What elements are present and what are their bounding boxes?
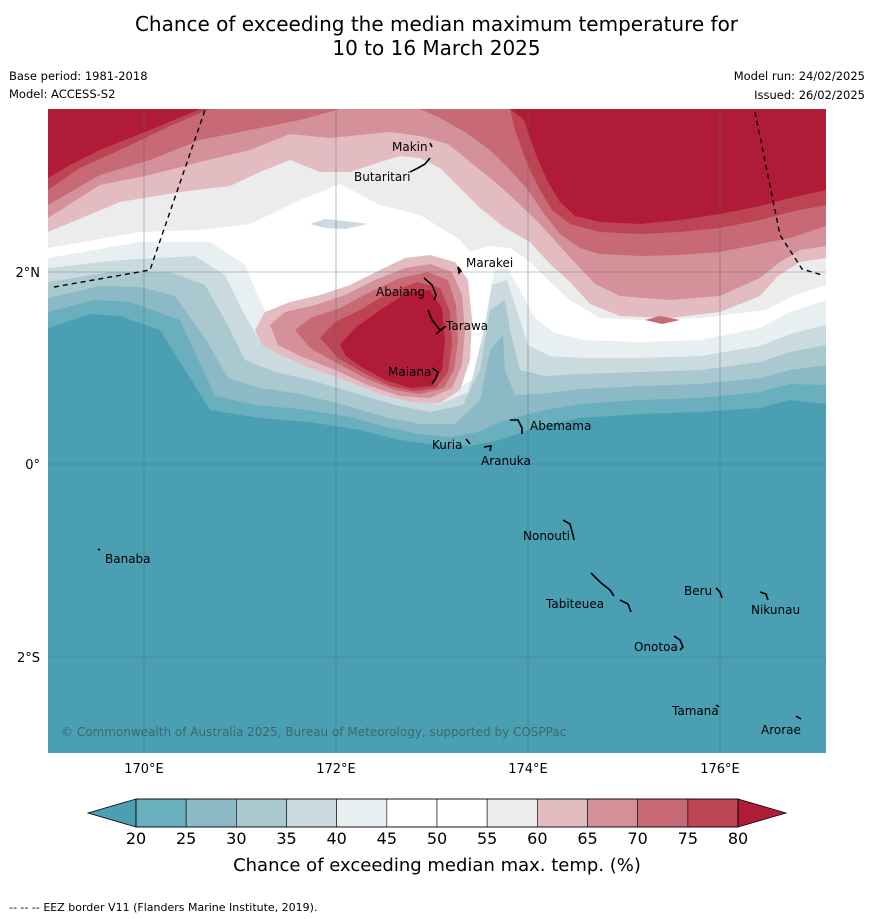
- colorbar-cell-75-80: [687, 798, 739, 828]
- butaritari-island: [409, 157, 431, 173]
- tarawa-island: [427, 309, 447, 335]
- colorbar-tick-70: 70: [627, 829, 647, 848]
- label-nonouti: Nonouti: [523, 529, 570, 543]
- colorbar-cell-60-65: [537, 798, 588, 828]
- label-tabiteuea: Tabiteuea: [545, 597, 604, 611]
- title-line-1: Chance of exceeding the median maximum t…: [134, 12, 739, 36]
- marakei-island: [457, 266, 463, 275]
- kuria-island: [465, 438, 471, 445]
- eez-legend-text: EEZ border V11 (Flanders Marine Institut…: [43, 901, 318, 914]
- copyright-text: © Commonwealth of Australia 2025, Bureau…: [61, 725, 566, 739]
- graticule: [48, 109, 826, 753]
- patch-light: [310, 219, 368, 229]
- colorbar-cell-50-55: [436, 798, 488, 828]
- tamana-island: [715, 704, 720, 708]
- arorae-island: [795, 715, 802, 720]
- chart-title: Chance of exceeding the median maximum t…: [0, 12, 873, 60]
- lon-label-176: 176°E: [700, 762, 740, 777]
- label-nikunau: Nikunau: [751, 603, 800, 617]
- island-labels: Makin Butaritari Marakei Abaiang Tarawa …: [105, 140, 801, 737]
- colorbar-ticks: 20 25 30 35 40 45 50 55 60 65 70 75 80: [126, 829, 748, 848]
- label-tarawa: Tarawa: [445, 319, 488, 333]
- title-line-2: 10 to 16 March 2025: [332, 36, 541, 60]
- label-banaba: Banaba: [105, 552, 151, 566]
- onotoa-island: [673, 635, 684, 651]
- base-period-label: Base period: 1981-2018: [9, 69, 148, 83]
- abaiang-island: [423, 277, 437, 301]
- colorbar: 20 25 30 35 40 45 50 55 60 65 70 75 80 Chance of exc…: [86, 798, 788, 876]
- label-maiana: Maiana: [388, 365, 431, 379]
- probability-bands: [48, 109, 826, 446]
- label-abaiang: Abaiang: [376, 285, 425, 299]
- colorbar-cell-55-60: [486, 798, 538, 828]
- label-arorae: Arorae: [761, 723, 801, 737]
- colorbar-tick-35: 35: [276, 829, 296, 848]
- label-beru: Beru: [684, 584, 712, 598]
- colorbar-cell-20-25: [135, 798, 187, 828]
- label-marakei: Marakei: [466, 256, 513, 270]
- label-onotoa: Onotoa: [634, 640, 678, 654]
- colorbar-cell-35-40: [286, 798, 337, 828]
- label-kuria: Kuria: [432, 438, 463, 452]
- colorbar-frame: [135, 798, 739, 828]
- label-butaritari: Butaritari: [354, 170, 411, 184]
- maiana-island: [431, 367, 439, 385]
- label-tamana: Tamana: [671, 704, 719, 718]
- band-80: [48, 109, 826, 224]
- colorbar-cell-40-45: [336, 798, 388, 828]
- beru-island: [715, 587, 723, 599]
- tabiteuea-island: [590, 572, 632, 613]
- eez-legend: -- -- -- EEZ border V11 (Flanders Marine…: [9, 901, 317, 914]
- lat-label-2n: 2°N: [16, 266, 41, 281]
- lon-label-170: 170°E: [124, 762, 164, 777]
- eez-border: [53, 109, 823, 288]
- eez-legend-dash: -- -- --: [9, 901, 40, 914]
- colorbar-cells: [135, 798, 739, 828]
- colorbar-tick-25: 25: [176, 829, 196, 848]
- colorbar-tick-75: 75: [678, 829, 698, 848]
- makin-island: [429, 142, 433, 148]
- issued-label: Issued: 26/02/2025: [754, 88, 865, 102]
- colorbar-high-arrow: [737, 798, 788, 828]
- colorbar-tick-40: 40: [326, 829, 346, 848]
- colorbar-cell-30-35: [236, 798, 287, 828]
- colorbar-tick-80: 80: [728, 829, 748, 848]
- label-aranuka: Aranuka: [481, 454, 531, 468]
- model-run-label: Model run: 24/02/2025: [733, 69, 865, 83]
- lon-label-174: 174°E: [508, 762, 548, 777]
- colorbar-tick-65: 65: [577, 829, 597, 848]
- colorbar-tick-50: 50: [427, 829, 447, 848]
- lat-label-0: 0°: [25, 458, 40, 473]
- label-abemama: Abemama: [530, 419, 591, 433]
- patch-east: [645, 316, 680, 324]
- colorbar-cell-65-70: [587, 798, 638, 828]
- axis-labels: 170°E 172°E 174°E 176°E 2°N 0° 2°S: [16, 266, 740, 777]
- colorbar-tick-20: 20: [126, 829, 146, 848]
- blob-80: [340, 290, 445, 388]
- label-makin: Makin: [392, 140, 428, 154]
- colorbar-cell-45-50: [386, 798, 438, 828]
- colorbar-tick-45: 45: [377, 829, 397, 848]
- nikunau-island: [759, 591, 769, 601]
- lon-label-172: 172°E: [316, 762, 356, 777]
- colorbar-tick-60: 60: [527, 829, 547, 848]
- lat-label-2s: 2°S: [17, 651, 40, 666]
- model-label: Model: ACCESS-S2: [9, 87, 116, 101]
- abemama-island: [510, 419, 523, 434]
- colorbar-cell-25-30: [185, 798, 237, 828]
- colorbar-low-arrow: [86, 798, 137, 828]
- colorbar-cell-70-75: [637, 798, 689, 828]
- banaba-island: [97, 548, 101, 551]
- islands: [97, 142, 802, 720]
- nonouti-island: [562, 519, 575, 541]
- colorbar-label: Chance of exceeding median max. temp. (%…: [233, 855, 641, 876]
- colorbar-tick-55: 55: [477, 829, 497, 848]
- colorbar-tick-30: 30: [226, 829, 246, 848]
- aranuka-island: [483, 445, 493, 452]
